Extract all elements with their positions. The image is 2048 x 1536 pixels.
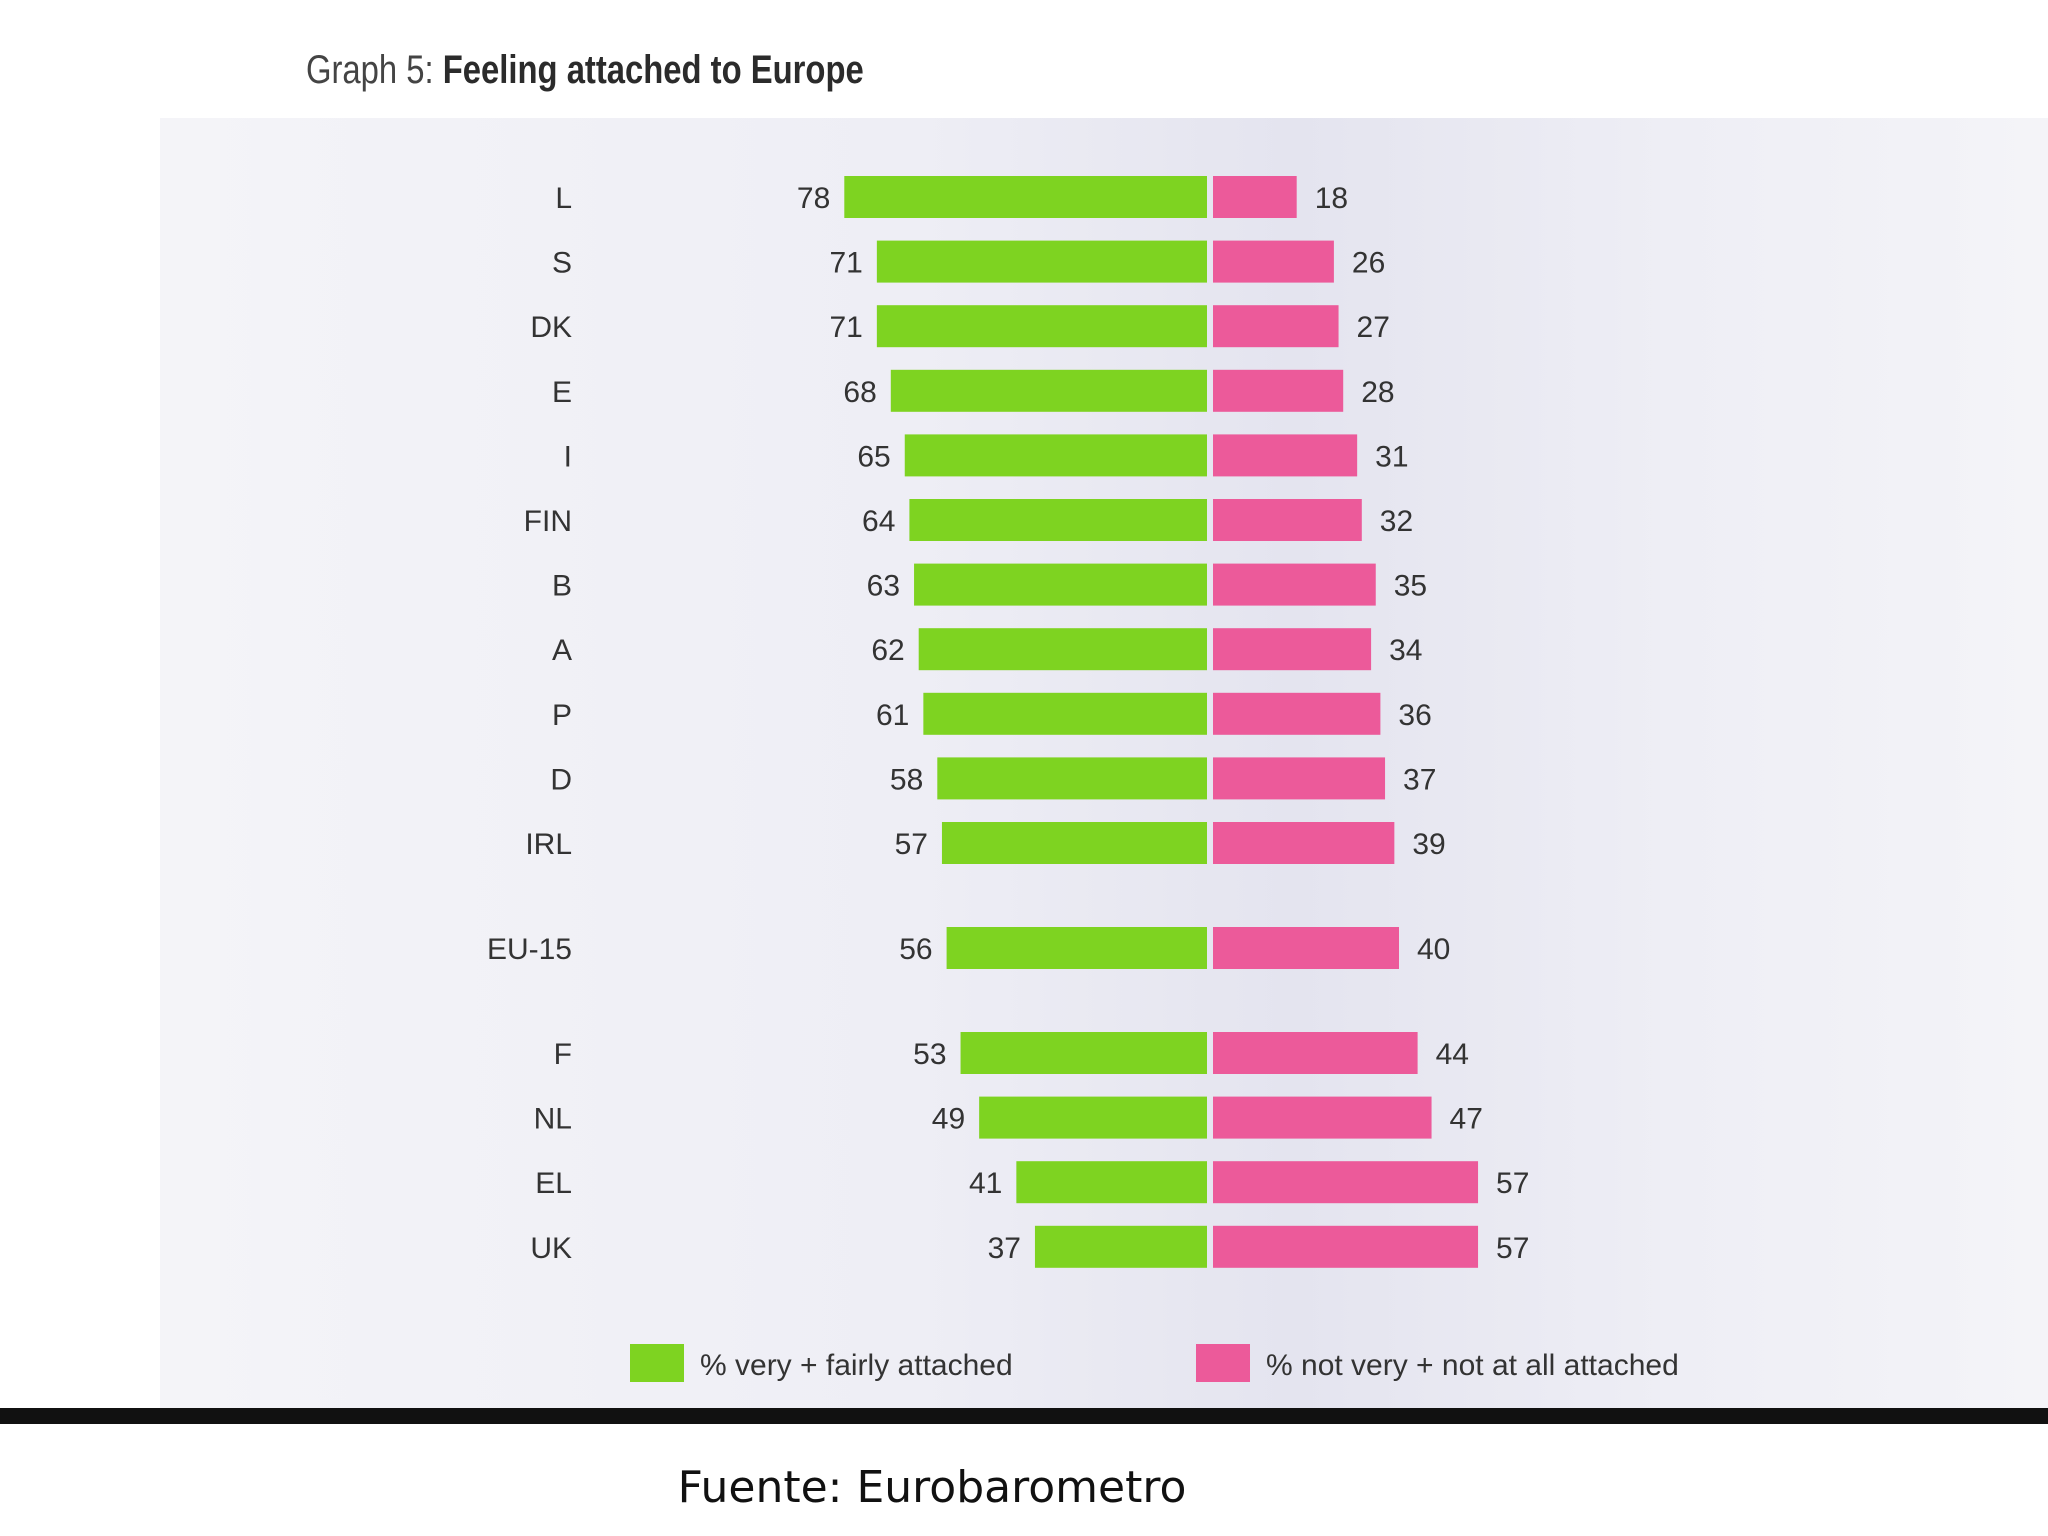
value-label-attached-f: 53 (913, 1038, 946, 1071)
value-label-not-attached-i: 31 (1375, 440, 1408, 473)
legend-swatch-not-attached (1196, 1344, 1250, 1382)
bar-not-attached-a (1213, 628, 1372, 671)
bar-attached-fin (909, 499, 1207, 541)
bar-attached-irl (941, 822, 1207, 864)
bar-not-attached-irl (1213, 822, 1395, 864)
category-label-nl: NL (534, 1103, 572, 1136)
value-label-attached-eu-15: 56 (899, 933, 932, 966)
bar-attached-b (914, 563, 1207, 606)
bar-not-attached-dk (1213, 305, 1339, 348)
value-label-attached-d: 58 (890, 763, 923, 796)
category-label-i: I (564, 440, 572, 473)
chart-title-main: Feeling attached to Europe (442, 48, 864, 92)
bar-not-attached-f (1213, 1032, 1418, 1074)
category-label-fin: FIN (524, 505, 572, 538)
legend-label-attached: % very + fairly attached (700, 1349, 1013, 1382)
legend-label-not-attached: % not very + not at all attached (1266, 1349, 1679, 1382)
bar-attached-a (918, 628, 1207, 671)
bar-not-attached-e (1213, 369, 1344, 412)
value-label-attached-i: 65 (857, 440, 890, 473)
value-label-attached-s: 71 (829, 247, 862, 280)
category-label-f: F (554, 1038, 572, 1071)
bar-not-attached-d (1213, 757, 1386, 800)
category-label-e: E (552, 376, 572, 409)
category-label-d: D (550, 763, 572, 796)
bar-not-attached-el (1213, 1161, 1479, 1204)
legend: % very + fairly attached % not very + not… (630, 1344, 1679, 1382)
bar-attached-e (890, 369, 1207, 412)
bottom-rule (0, 1408, 2048, 1424)
bar-attached-d (937, 757, 1207, 800)
value-label-attached-fin: 64 (862, 505, 895, 538)
category-label-s: S (552, 247, 572, 280)
bar-attached-uk (1034, 1225, 1207, 1268)
bar-not-attached-i (1213, 434, 1358, 477)
category-label-b: B (552, 570, 572, 603)
value-label-not-attached-a: 34 (1389, 634, 1422, 667)
value-label-attached-nl: 49 (932, 1103, 965, 1136)
category-label-el: EL (535, 1167, 572, 1200)
chart-title-prefix: Graph 5: (306, 48, 434, 92)
bar-not-attached-b (1213, 563, 1376, 606)
value-label-attached-b: 63 (867, 570, 900, 603)
value-label-not-attached-p: 36 (1398, 699, 1431, 732)
bar-attached-l (844, 176, 1207, 218)
bar-attached-eu-15 (946, 927, 1207, 969)
value-label-attached-p: 61 (876, 699, 909, 732)
bar-not-attached-uk (1213, 1225, 1479, 1268)
category-label-dk: DK (530, 311, 572, 344)
value-label-attached-uk: 37 (988, 1232, 1021, 1265)
bars-group (844, 176, 1479, 1268)
source-caption: Fuente: Eurobarometro (677, 1462, 1187, 1513)
legend-item-attached: % very + fairly attached (630, 1344, 1013, 1382)
category-label-p: P (552, 699, 572, 732)
category-label-l: L (555, 182, 572, 215)
chart-title: Graph 5: Feeling attached to Europe (306, 48, 864, 93)
bar-not-attached-fin (1213, 499, 1362, 541)
bar-attached-f (960, 1032, 1207, 1074)
value-label-not-attached-e: 28 (1361, 376, 1394, 409)
value-label-not-attached-dk: 27 (1357, 311, 1390, 344)
bar-not-attached-p (1213, 692, 1381, 735)
category-label-irl: IRL (525, 828, 572, 861)
value-label-not-attached-l: 18 (1315, 182, 1348, 215)
category-label-a: A (552, 634, 572, 667)
chart-frame: Graph 5: Feeling attached to Europe L 78 1… (0, 48, 2048, 1424)
value-label-not-attached-s: 26 (1352, 247, 1385, 280)
diverging-bar-chart: L 78 18 S 71 26 DK 71 27 E 68 28 I 65 31 FIN 64 32 B 63 35 A 6… (487, 176, 1679, 1382)
bar-attached-el (1016, 1161, 1207, 1204)
value-label-attached-e: 68 (843, 376, 876, 409)
value-label-not-attached-f: 44 (1436, 1038, 1469, 1071)
category-label-eu-15: EU-15 (487, 933, 572, 966)
value-label-not-attached-b: 35 (1394, 570, 1427, 603)
value-label-not-attached-uk: 57 (1496, 1232, 1529, 1265)
bar-attached-p (923, 692, 1207, 735)
labels-group: L 78 18 S 71 26 DK 71 27 E 68 28 I 65 31 FIN 64 32 B 63 35 A 6… (487, 182, 1529, 1265)
value-label-not-attached-irl: 39 (1412, 828, 1445, 861)
bar-not-attached-l (1213, 176, 1297, 218)
value-label-not-attached-el: 57 (1496, 1167, 1529, 1200)
value-label-attached-el: 41 (969, 1167, 1002, 1200)
bar-not-attached-s (1213, 240, 1334, 283)
legend-swatch-attached (630, 1344, 684, 1382)
bar-attached-nl (979, 1096, 1207, 1139)
bar-not-attached-nl (1213, 1096, 1432, 1139)
bar-attached-i (904, 434, 1207, 477)
value-label-not-attached-fin: 32 (1380, 505, 1413, 538)
value-label-not-attached-d: 37 (1403, 763, 1436, 796)
legend-item-not-attached: % not very + not at all attached (1196, 1344, 1679, 1382)
value-label-not-attached-nl: 47 (1450, 1103, 1483, 1136)
bar-not-attached-eu-15 (1213, 927, 1399, 969)
value-label-not-attached-eu-15: 40 (1417, 933, 1450, 966)
value-label-attached-dk: 71 (829, 311, 862, 344)
category-label-uk: UK (530, 1232, 572, 1265)
bar-attached-dk (876, 305, 1207, 348)
bar-attached-s (876, 240, 1207, 283)
value-label-attached-a: 62 (871, 634, 904, 667)
value-label-attached-l: 78 (797, 182, 830, 215)
value-label-attached-irl: 57 (895, 828, 928, 861)
